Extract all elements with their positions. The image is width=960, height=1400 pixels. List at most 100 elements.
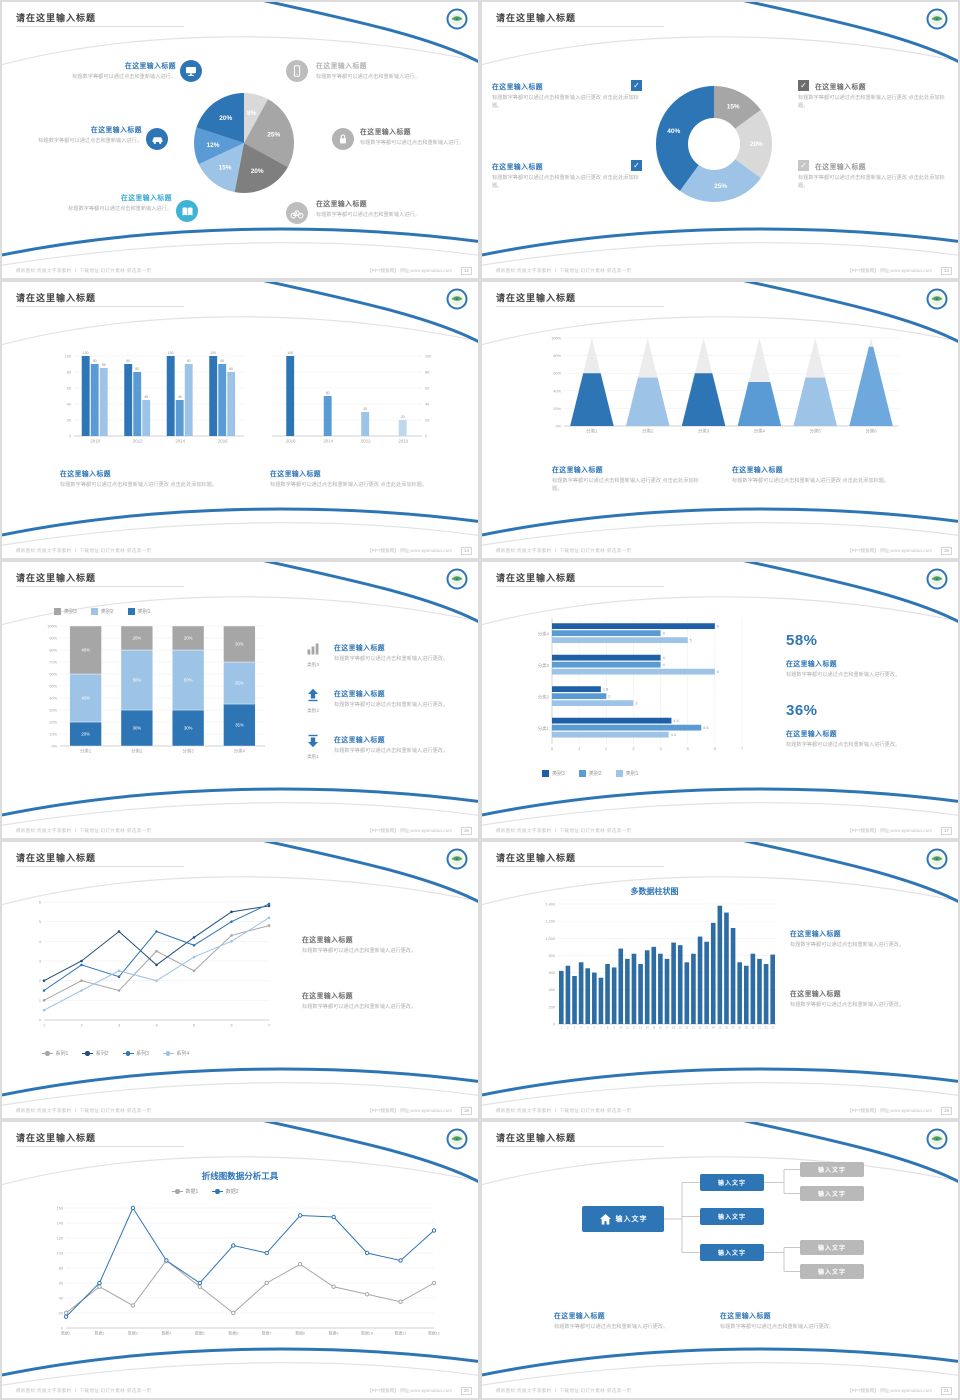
svg-text:5.5: 5.5 xyxy=(703,726,708,730)
legend-label: 系列1 xyxy=(55,1051,69,1057)
footer-site: 【PPT模板网】 网址:www.pptmuban.com xyxy=(846,828,932,833)
footer-site: 【PPT模板网】 网址:www.pptmuban.com xyxy=(366,1108,452,1113)
svg-text:24: 24 xyxy=(712,1026,715,1030)
legend-marker xyxy=(165,1051,171,1056)
icon-caption: 类别1 xyxy=(307,754,319,759)
page-number: 14 xyxy=(460,547,472,555)
legend-item: 系列1 xyxy=(42,1050,68,1057)
svg-text:分类4: 分类4 xyxy=(538,630,550,637)
svg-text:20%: 20% xyxy=(49,721,57,725)
category-icon-block: 类别3 xyxy=(298,642,328,668)
chart-title: 多数据柱状图 xyxy=(630,887,679,896)
cone-chart: 0% 20% 40% 60% 80% 100% 分类1 分类2 分类3 分类4 分类5 分类6 xyxy=(551,337,899,435)
svg-text:20%: 20% xyxy=(133,636,142,641)
svg-text:0: 0 xyxy=(551,746,554,751)
svg-text:30: 30 xyxy=(363,407,367,411)
footer-site: 【PPT模板网】 网址:www.pptmuban.com xyxy=(366,548,452,553)
phone-icon xyxy=(286,60,308,82)
check-item: 在这里输入标题 ✓ 标题数字等都可以通过点击和重新输入进行更改 点击此处添加标题。 xyxy=(492,80,642,111)
footer-site: 【PPT模板网】 网址:www.pptmuban.com xyxy=(846,268,932,273)
svg-text:35%: 35% xyxy=(235,681,244,686)
slide-15[interactable]: 请在这里输入标题 0% 20% 40% 60% 80% 100% 分类1 分类2 分类3 分类4 分… xyxy=(482,282,958,558)
block-body: 标题数字等都可以通过点击和重新输入进行更改 点击此处添加标题。 xyxy=(270,481,428,488)
svg-text:数据4: 数据4 xyxy=(162,1331,172,1336)
svg-text:80: 80 xyxy=(229,367,233,371)
svg-text:4.4: 4.4 xyxy=(673,719,678,723)
school-logo xyxy=(446,288,468,315)
block-heading: 在这里输入标题 xyxy=(60,471,112,478)
slide-16[interactable]: 请在这里输入标题 类别3 类别2 类别1 0% 10% 20% 30% 40% 50% 60… xyxy=(2,562,478,838)
svg-text:80%: 80% xyxy=(553,354,561,358)
svg-text:6: 6 xyxy=(594,1026,596,1030)
legend-label: 数据2 xyxy=(225,1189,239,1195)
diagram-subnode: 输入文字 xyxy=(800,1240,864,1255)
svg-text:分类4: 分类4 xyxy=(234,748,246,755)
title-underline xyxy=(16,306,184,307)
school-logo xyxy=(926,288,948,315)
svg-text:10: 10 xyxy=(619,1026,622,1030)
svg-text:4: 4 xyxy=(663,656,665,660)
footer-note: 模板图标:优质文字等素材 丨 下载地址:幻灯片素材-就选第一页 xyxy=(16,548,152,553)
svg-text:12: 12 xyxy=(633,1026,636,1030)
block-body: 标题数字等都可以通过点击和重新输入进行更改。 xyxy=(786,741,901,748)
svg-text:1,200: 1,200 xyxy=(545,920,555,924)
bottom-swo osh xyxy=(2,787,478,826)
page-number: 19 xyxy=(940,1107,952,1115)
svg-text:19: 19 xyxy=(679,1026,682,1030)
svg-text:2016: 2016 xyxy=(286,439,296,444)
node-label: 输入文字 xyxy=(817,1168,846,1174)
item-body: 标题数字等都可以通过点击和重新输入进行。 xyxy=(38,137,142,144)
block-heading: 在这里输入标题 xyxy=(732,467,784,474)
page-title: 请在这里输入标题 xyxy=(16,573,97,583)
slide-17[interactable]: 请在这里输入标题 0 1 2 3 4 5 6 7 分类4 6 4 5 分类3 4 4 6 分类2 1.8 2 3 分类1… xyxy=(482,562,958,838)
svg-text:90%: 90% xyxy=(49,637,57,641)
slide-12[interactable]: 请在这里输入标题 8% 25% 20% 15% 12% 20% 在这里输入标题 标题数字等… xyxy=(2,2,478,278)
svg-text:6: 6 xyxy=(230,1024,232,1028)
svg-text:20%: 20% xyxy=(219,115,232,122)
chart-legend: 类别3 类别2 类别1 xyxy=(54,608,164,615)
text-block: 在这里输入标题 标题数字等都可以通过点击和重新输入进行更改。 xyxy=(302,934,460,955)
text-block: 在这里输入标题 标题数字等都可以通过点击和重新输入进行更改。 xyxy=(786,658,944,679)
svg-text:数据8: 数据8 xyxy=(295,1331,305,1336)
svg-text:2010: 2010 xyxy=(398,439,408,444)
diagram-subnode: 输入文字 xyxy=(800,1162,864,1177)
svg-text:50%: 50% xyxy=(49,685,57,689)
feature-item: 在这里输入标题 标题数字等都可以通过点击和重新输入进行。 xyxy=(28,192,172,213)
page-title: 请在这里输入标题 xyxy=(16,13,97,23)
svg-text:1: 1 xyxy=(578,746,581,751)
text-block: 在这里输入标题 标题数字等都可以通过点击和重新输入进行更改。 xyxy=(720,1310,885,1331)
legend-label: 系列2 xyxy=(95,1051,109,1057)
svg-text:21: 21 xyxy=(692,1026,695,1030)
svg-text:60%: 60% xyxy=(49,673,57,677)
block-body: 标题数字等都可以通过点击和重新输入进行更改。 xyxy=(790,941,905,948)
svg-text:数据10: 数据10 xyxy=(361,1331,373,1336)
item-heading: 在这里输入标题 xyxy=(360,129,412,136)
slide-20[interactable]: 请在这里输入标题 折线图数据分析工具 数据1 数据2 0 20 40 60 80 100 1… xyxy=(2,1122,478,1398)
title-underline xyxy=(16,1146,184,1147)
lock-icon xyxy=(332,128,354,150)
text-block: 在这里输入标题 标题数字等都可以通过点击和重新输入进行更改 点击此处添加标题。 xyxy=(60,468,225,489)
svg-text:20%: 20% xyxy=(81,732,90,737)
page-title: 请在这里输入标题 xyxy=(496,13,577,23)
slide-21[interactable]: 请在这里输入标题 输入文字 输入文字 输入文字 输入文字 输入文字 输入文字 输… xyxy=(482,1122,958,1398)
school-logo xyxy=(926,8,948,35)
legend-marker xyxy=(45,1051,50,1056)
bar-chart-icon xyxy=(307,643,319,655)
slide-14[interactable]: 请在这里输入标题 0 20 40 60 80 100 100 90 85 2010 90 80 45 20… xyxy=(2,282,478,558)
slide-13[interactable]: 请在这里输入标题 15% 20% 25% 40% 在这里输入标题 ✓ 标题数字等都可以通… xyxy=(482,2,958,278)
svg-text:20%: 20% xyxy=(750,141,763,148)
svg-text:40: 40 xyxy=(425,403,429,407)
svg-text:20: 20 xyxy=(401,415,405,419)
svg-text:25: 25 xyxy=(718,1026,721,1030)
legend-item: 类别3 xyxy=(54,608,77,615)
item-body: 标题数字等都可以通过点击和重新输入进行更改 点击此处添加标题。 xyxy=(798,94,945,110)
item-heading: 在这里输入标题 xyxy=(492,83,544,91)
svg-text:5: 5 xyxy=(587,1026,589,1030)
svg-text:5: 5 xyxy=(687,746,690,751)
check-item: ✓ 在这里输入标题 标题数字等都可以通过点击和重新输入进行更改 点击此处添加标题。 xyxy=(798,160,948,191)
slide-19[interactable]: 请在这里输入标题 多数据柱状图 0 200 400 600 800 1,000 1,200 1… xyxy=(482,842,958,1118)
svg-text:6: 6 xyxy=(717,625,719,629)
svg-text:2014: 2014 xyxy=(175,439,185,444)
svg-text:15: 15 xyxy=(652,1026,655,1030)
